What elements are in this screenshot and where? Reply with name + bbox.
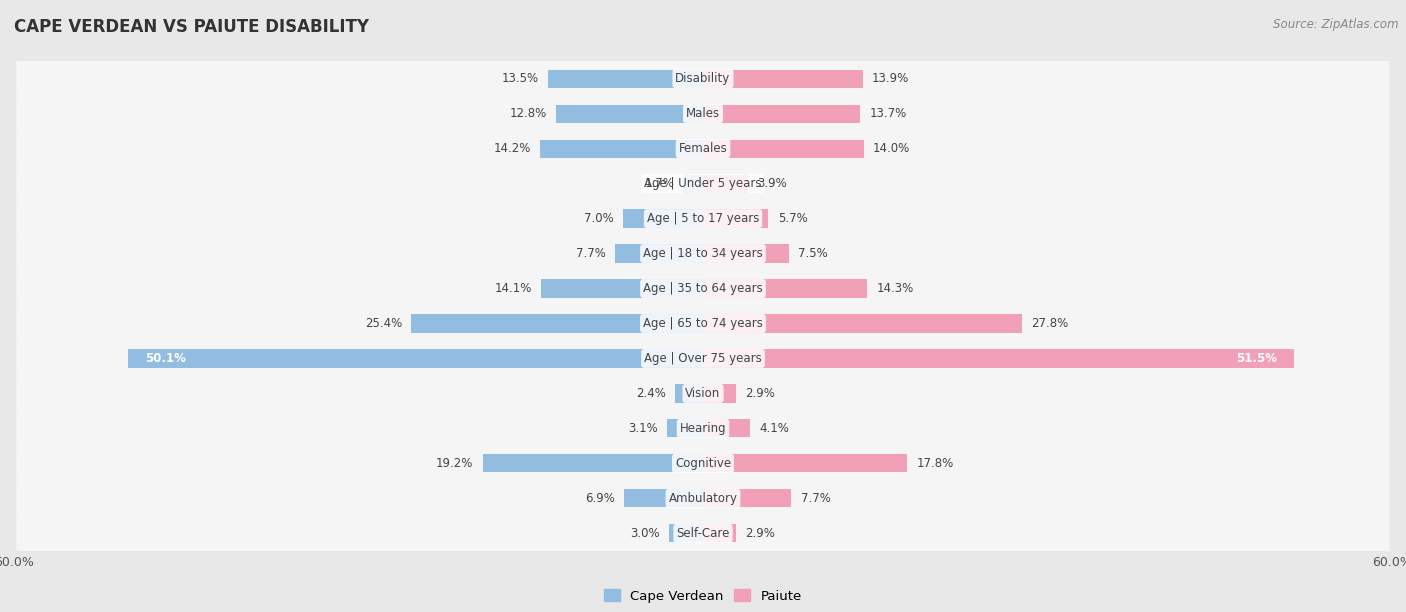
Text: Females: Females: [679, 142, 727, 155]
FancyBboxPatch shape: [17, 368, 1389, 418]
Bar: [548, 70, 703, 88]
Text: CAPE VERDEAN VS PAIUTE DISABILITY: CAPE VERDEAN VS PAIUTE DISABILITY: [14, 18, 368, 36]
Text: 51.5%: 51.5%: [1236, 352, 1277, 365]
Bar: [703, 174, 748, 193]
Text: 2.9%: 2.9%: [745, 387, 775, 400]
Bar: [482, 454, 703, 472]
Bar: [703, 384, 737, 403]
Text: Ambulatory: Ambulatory: [668, 492, 738, 505]
Text: 12.8%: 12.8%: [509, 107, 547, 120]
Text: 25.4%: 25.4%: [366, 317, 402, 330]
Text: 1.7%: 1.7%: [644, 177, 675, 190]
Bar: [703, 489, 792, 507]
FancyBboxPatch shape: [17, 89, 1389, 138]
Text: Cognitive: Cognitive: [675, 457, 731, 470]
Text: 50.1%: 50.1%: [145, 352, 186, 365]
Text: Hearing: Hearing: [679, 422, 727, 435]
Bar: [703, 349, 1295, 368]
Bar: [614, 244, 703, 263]
Text: 13.5%: 13.5%: [502, 72, 538, 85]
Text: 14.3%: 14.3%: [876, 282, 914, 295]
FancyBboxPatch shape: [17, 299, 1389, 348]
Text: Source: ZipAtlas.com: Source: ZipAtlas.com: [1274, 18, 1399, 31]
FancyBboxPatch shape: [17, 264, 1389, 313]
FancyBboxPatch shape: [17, 439, 1389, 488]
Text: 3.9%: 3.9%: [756, 177, 787, 190]
Bar: [128, 349, 703, 368]
Text: 7.0%: 7.0%: [583, 212, 613, 225]
Text: 4.1%: 4.1%: [759, 422, 789, 435]
Bar: [703, 140, 863, 158]
Text: 2.9%: 2.9%: [745, 527, 775, 540]
Text: 14.2%: 14.2%: [494, 142, 531, 155]
Text: 27.8%: 27.8%: [1032, 317, 1069, 330]
Bar: [703, 524, 737, 542]
Bar: [555, 105, 703, 123]
Bar: [669, 524, 703, 542]
Bar: [623, 209, 703, 228]
Bar: [703, 454, 907, 472]
Text: Age | 5 to 17 years: Age | 5 to 17 years: [647, 212, 759, 225]
FancyBboxPatch shape: [17, 124, 1389, 173]
Bar: [703, 315, 1022, 332]
FancyBboxPatch shape: [17, 403, 1389, 453]
Text: Vision: Vision: [685, 387, 721, 400]
Bar: [675, 384, 703, 403]
Text: 7.5%: 7.5%: [799, 247, 828, 260]
FancyBboxPatch shape: [17, 194, 1389, 244]
Text: 13.9%: 13.9%: [872, 72, 910, 85]
Text: 17.8%: 17.8%: [917, 457, 953, 470]
Text: Males: Males: [686, 107, 720, 120]
Text: 5.7%: 5.7%: [778, 212, 807, 225]
Bar: [541, 280, 703, 297]
FancyBboxPatch shape: [17, 54, 1389, 103]
Text: 2.4%: 2.4%: [637, 387, 666, 400]
Text: Self-Care: Self-Care: [676, 527, 730, 540]
Text: 13.7%: 13.7%: [869, 107, 907, 120]
Bar: [703, 70, 863, 88]
FancyBboxPatch shape: [17, 509, 1389, 558]
Text: 3.0%: 3.0%: [630, 527, 659, 540]
Text: 3.1%: 3.1%: [628, 422, 658, 435]
FancyBboxPatch shape: [17, 159, 1389, 209]
Text: Age | 35 to 64 years: Age | 35 to 64 years: [643, 282, 763, 295]
Bar: [703, 244, 789, 263]
Text: 14.1%: 14.1%: [495, 282, 531, 295]
Bar: [412, 315, 703, 332]
FancyBboxPatch shape: [17, 229, 1389, 278]
Text: Age | 18 to 34 years: Age | 18 to 34 years: [643, 247, 763, 260]
Text: 19.2%: 19.2%: [436, 457, 474, 470]
Bar: [703, 419, 749, 438]
Text: 6.9%: 6.9%: [585, 492, 614, 505]
Bar: [683, 174, 703, 193]
Bar: [540, 140, 703, 158]
Text: Age | Over 75 years: Age | Over 75 years: [644, 352, 762, 365]
FancyBboxPatch shape: [17, 334, 1389, 383]
Bar: [703, 209, 769, 228]
Bar: [703, 105, 860, 123]
Text: Disability: Disability: [675, 72, 731, 85]
FancyBboxPatch shape: [17, 474, 1389, 523]
Legend: Cape Verdean, Paiute: Cape Verdean, Paiute: [599, 584, 807, 608]
Text: Age | Under 5 years: Age | Under 5 years: [644, 177, 762, 190]
Text: 7.7%: 7.7%: [800, 492, 831, 505]
Text: 7.7%: 7.7%: [575, 247, 606, 260]
Text: Age | 65 to 74 years: Age | 65 to 74 years: [643, 317, 763, 330]
Bar: [703, 280, 868, 297]
Text: 14.0%: 14.0%: [873, 142, 910, 155]
Bar: [668, 419, 703, 438]
Bar: [624, 489, 703, 507]
